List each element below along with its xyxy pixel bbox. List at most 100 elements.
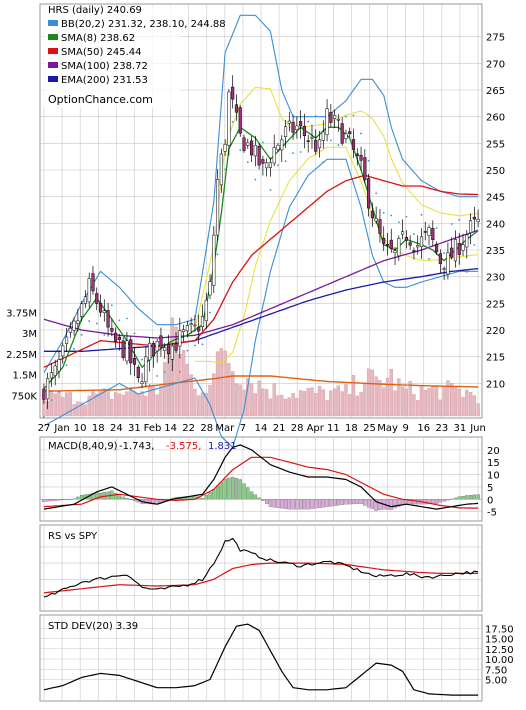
candle-body — [219, 153, 223, 186]
sar-dot — [443, 252, 446, 255]
volume-bar — [163, 362, 167, 417]
macd-histogram-bar — [472, 494, 476, 500]
volume-bar — [476, 403, 480, 417]
macd-histogram-bar — [265, 499, 269, 504]
candle-body — [408, 242, 412, 246]
volume-bar — [159, 385, 163, 417]
candle-body — [453, 239, 458, 262]
price-tick-label: 240 — [486, 219, 505, 230]
std-series — [43, 623, 479, 696]
candle-body — [178, 330, 182, 347]
candle-body — [295, 125, 299, 131]
macd-histogram-bar — [117, 495, 122, 500]
volume-bar — [238, 384, 242, 417]
x-tick-label: 24 — [110, 423, 123, 434]
legend-label-sma100: SMA(100) 238.72 — [61, 61, 148, 72]
volume-bar — [397, 378, 401, 417]
macd-tick-label: 15 — [487, 458, 500, 469]
sar-dot — [246, 161, 249, 164]
volume-bar — [87, 395, 91, 417]
sar-dot — [329, 139, 332, 142]
legend-label-sma50: SMA(50) 245.44 — [61, 47, 142, 58]
candle-body — [64, 336, 69, 344]
volume-bar — [295, 397, 299, 417]
volume-bar — [355, 395, 359, 417]
legend-label-sma8: SMA(8) 238.62 — [61, 33, 135, 44]
macd-histogram-bar — [295, 499, 299, 510]
sar-dot — [224, 168, 227, 171]
volume-tick-label: 3M — [22, 329, 37, 340]
price-tick-label: 275 — [486, 33, 505, 44]
sar-dot — [428, 257, 430, 260]
volume-bar — [125, 391, 129, 417]
volume-bar — [261, 388, 265, 417]
macd-tick-label: 20 — [487, 446, 500, 457]
volume-bar — [83, 404, 88, 417]
candle-body — [438, 253, 442, 265]
sar-dot — [171, 383, 174, 386]
volume-bar — [442, 386, 446, 417]
volume-bar — [351, 375, 356, 417]
macd-histogram-bar — [310, 499, 314, 509]
macd-histogram-bar — [438, 499, 443, 503]
volume-bar — [140, 391, 144, 417]
candle-body — [253, 144, 257, 157]
volume-bar — [385, 377, 390, 417]
candle-body — [61, 345, 65, 357]
candle-body — [336, 119, 340, 121]
volume-bar — [95, 393, 99, 417]
candle-body — [393, 250, 397, 254]
sar-dot — [194, 344, 196, 347]
candle-body — [419, 236, 424, 247]
volume-bar — [181, 350, 186, 417]
sar-dot — [397, 221, 400, 224]
macd-histogram-bar — [76, 496, 80, 500]
bb-yellow-upper-line — [194, 86, 479, 330]
grid-lines — [40, 4, 482, 701]
macd-histogram-bar — [468, 495, 473, 500]
volume-bar — [144, 396, 148, 417]
sar-dot — [473, 244, 476, 246]
macd-histogram-bar — [314, 499, 318, 509]
macd-histogram-bar — [276, 499, 280, 508]
volume-bar — [276, 395, 280, 417]
candle-body — [102, 310, 106, 313]
sar-dot — [261, 141, 264, 144]
sar-dot — [231, 120, 234, 123]
std-tick-label: 12.50 — [485, 645, 514, 656]
candle-body — [423, 231, 427, 233]
candle-body — [397, 238, 401, 257]
volume-bar — [419, 385, 424, 417]
candle-body — [378, 219, 382, 234]
macd-histogram-bar — [363, 499, 367, 506]
sar-dot — [307, 120, 310, 123]
candle-body — [166, 344, 171, 355]
candle-body — [185, 325, 189, 332]
volume-bar — [450, 383, 454, 417]
legend-swatch-sma8 — [48, 34, 58, 40]
volume-bar — [76, 401, 80, 417]
candle-body — [200, 316, 205, 327]
macd-histogram-bar — [46, 499, 50, 502]
macd-histogram-bar — [212, 489, 216, 500]
candle-body — [182, 329, 186, 332]
volume-bar — [400, 386, 405, 417]
candle-body — [268, 162, 273, 168]
candle-body — [231, 86, 235, 100]
candle-body — [468, 220, 473, 234]
volume-bar — [268, 398, 273, 417]
candle-body — [57, 359, 61, 372]
candle-body — [321, 131, 325, 141]
macd-series — [40, 444, 482, 511]
sar-dot — [216, 253, 219, 256]
candle-body — [163, 347, 167, 351]
price-tick-label: 270 — [486, 59, 505, 70]
candle-body — [87, 278, 91, 303]
candle-body — [170, 345, 174, 360]
macd-histogram-bar — [351, 499, 356, 505]
candle-body — [472, 216, 476, 220]
candle-body — [367, 178, 371, 209]
volume-bar — [121, 394, 125, 417]
price-tick-label: 225 — [486, 299, 505, 310]
candle-body — [249, 140, 254, 156]
